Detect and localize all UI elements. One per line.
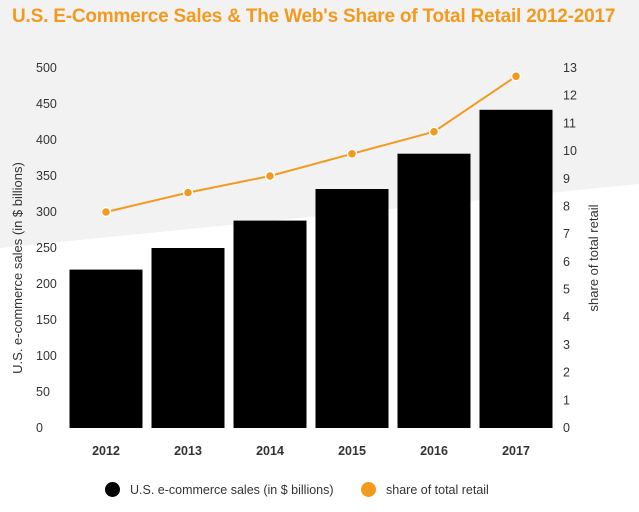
bar-2012 — [69, 269, 143, 428]
legend: U.S. e-commerce sales (in $ billions) sh… — [0, 482, 639, 504]
left-tick-label: 100 — [36, 349, 57, 363]
y2-axis-label: share of total retail — [586, 204, 601, 311]
right-tick-label: 12 — [563, 89, 577, 103]
bar-2015 — [315, 189, 389, 428]
x-tick-label: 2017 — [502, 444, 530, 458]
right-tick-label: 2 — [563, 366, 570, 380]
legend-label-sales: U.S. e-commerce sales (in $ billions) — [130, 482, 334, 497]
right-tick-label: 6 — [563, 255, 570, 269]
right-tick-label: 1 — [563, 393, 570, 407]
legend-swatch-share — [361, 482, 376, 497]
right-tick-label: 9 — [563, 172, 570, 186]
share-point-2017 — [510, 71, 522, 82]
x-axis-ticks: 2012 2013 2014 2015 2016 2017 — [92, 444, 530, 458]
legend-item-share[interactable]: share of total retail — [361, 482, 489, 497]
share-point-2015 — [346, 148, 358, 160]
right-tick-label: 7 — [563, 227, 570, 241]
left-tick-label: 450 — [36, 97, 57, 111]
left-tick-label: 350 — [36, 169, 57, 183]
bar-2017 — [479, 109, 553, 429]
right-tick-label: 0 — [563, 421, 570, 435]
x-tick-label: 2013 — [174, 444, 202, 458]
x-tick-label: 2016 — [420, 444, 448, 458]
left-tick-label: 0 — [36, 421, 43, 435]
left-tick-label: 500 — [36, 61, 57, 75]
right-tick-label: 10 — [563, 144, 577, 158]
right-tick-label: 4 — [563, 310, 570, 324]
legend-swatch-sales — [105, 482, 120, 497]
left-axis-ticks: 0 50 100 150 200 250 300 350 400 450 500 — [36, 61, 57, 435]
right-tick-label: 8 — [563, 200, 570, 214]
right-tick-label: 3 — [563, 338, 570, 352]
left-tick-label: 300 — [36, 205, 57, 219]
left-tick-label: 50 — [36, 385, 50, 399]
x-tick-label: 2012 — [92, 444, 120, 458]
x-tick-label: 2014 — [256, 444, 284, 458]
share-point-2012 — [100, 206, 112, 218]
y-axis-label: U.S. e-commerce sales (in $ billions) — [10, 162, 25, 374]
share-line-path — [105, 75, 517, 213]
left-tick-label: 250 — [36, 241, 57, 255]
legend-label-share: share of total retail — [386, 482, 489, 497]
right-tick-label: 13 — [563, 61, 577, 75]
share-point-2016 — [428, 126, 440, 137]
bar-2016 — [397, 153, 471, 428]
share-point-2014 — [264, 170, 276, 182]
share-line — [100, 71, 522, 218]
right-tick-label: 11 — [563, 116, 576, 130]
x-tick-label: 2015 — [338, 444, 366, 458]
right-tick-label: 5 — [563, 283, 570, 297]
left-tick-label: 150 — [36, 313, 57, 327]
left-tick-label: 200 — [36, 277, 57, 291]
left-tick-label: 400 — [36, 133, 57, 147]
legend-item-sales[interactable]: U.S. e-commerce sales (in $ billions) — [105, 482, 334, 497]
bar-2014 — [233, 220, 307, 428]
bar-2013 — [151, 248, 225, 428]
chart-title: U.S. E-Commerce Sales & The Web's Share … — [12, 6, 616, 27]
bars — [69, 109, 553, 429]
share-point-2013 — [182, 187, 194, 198]
